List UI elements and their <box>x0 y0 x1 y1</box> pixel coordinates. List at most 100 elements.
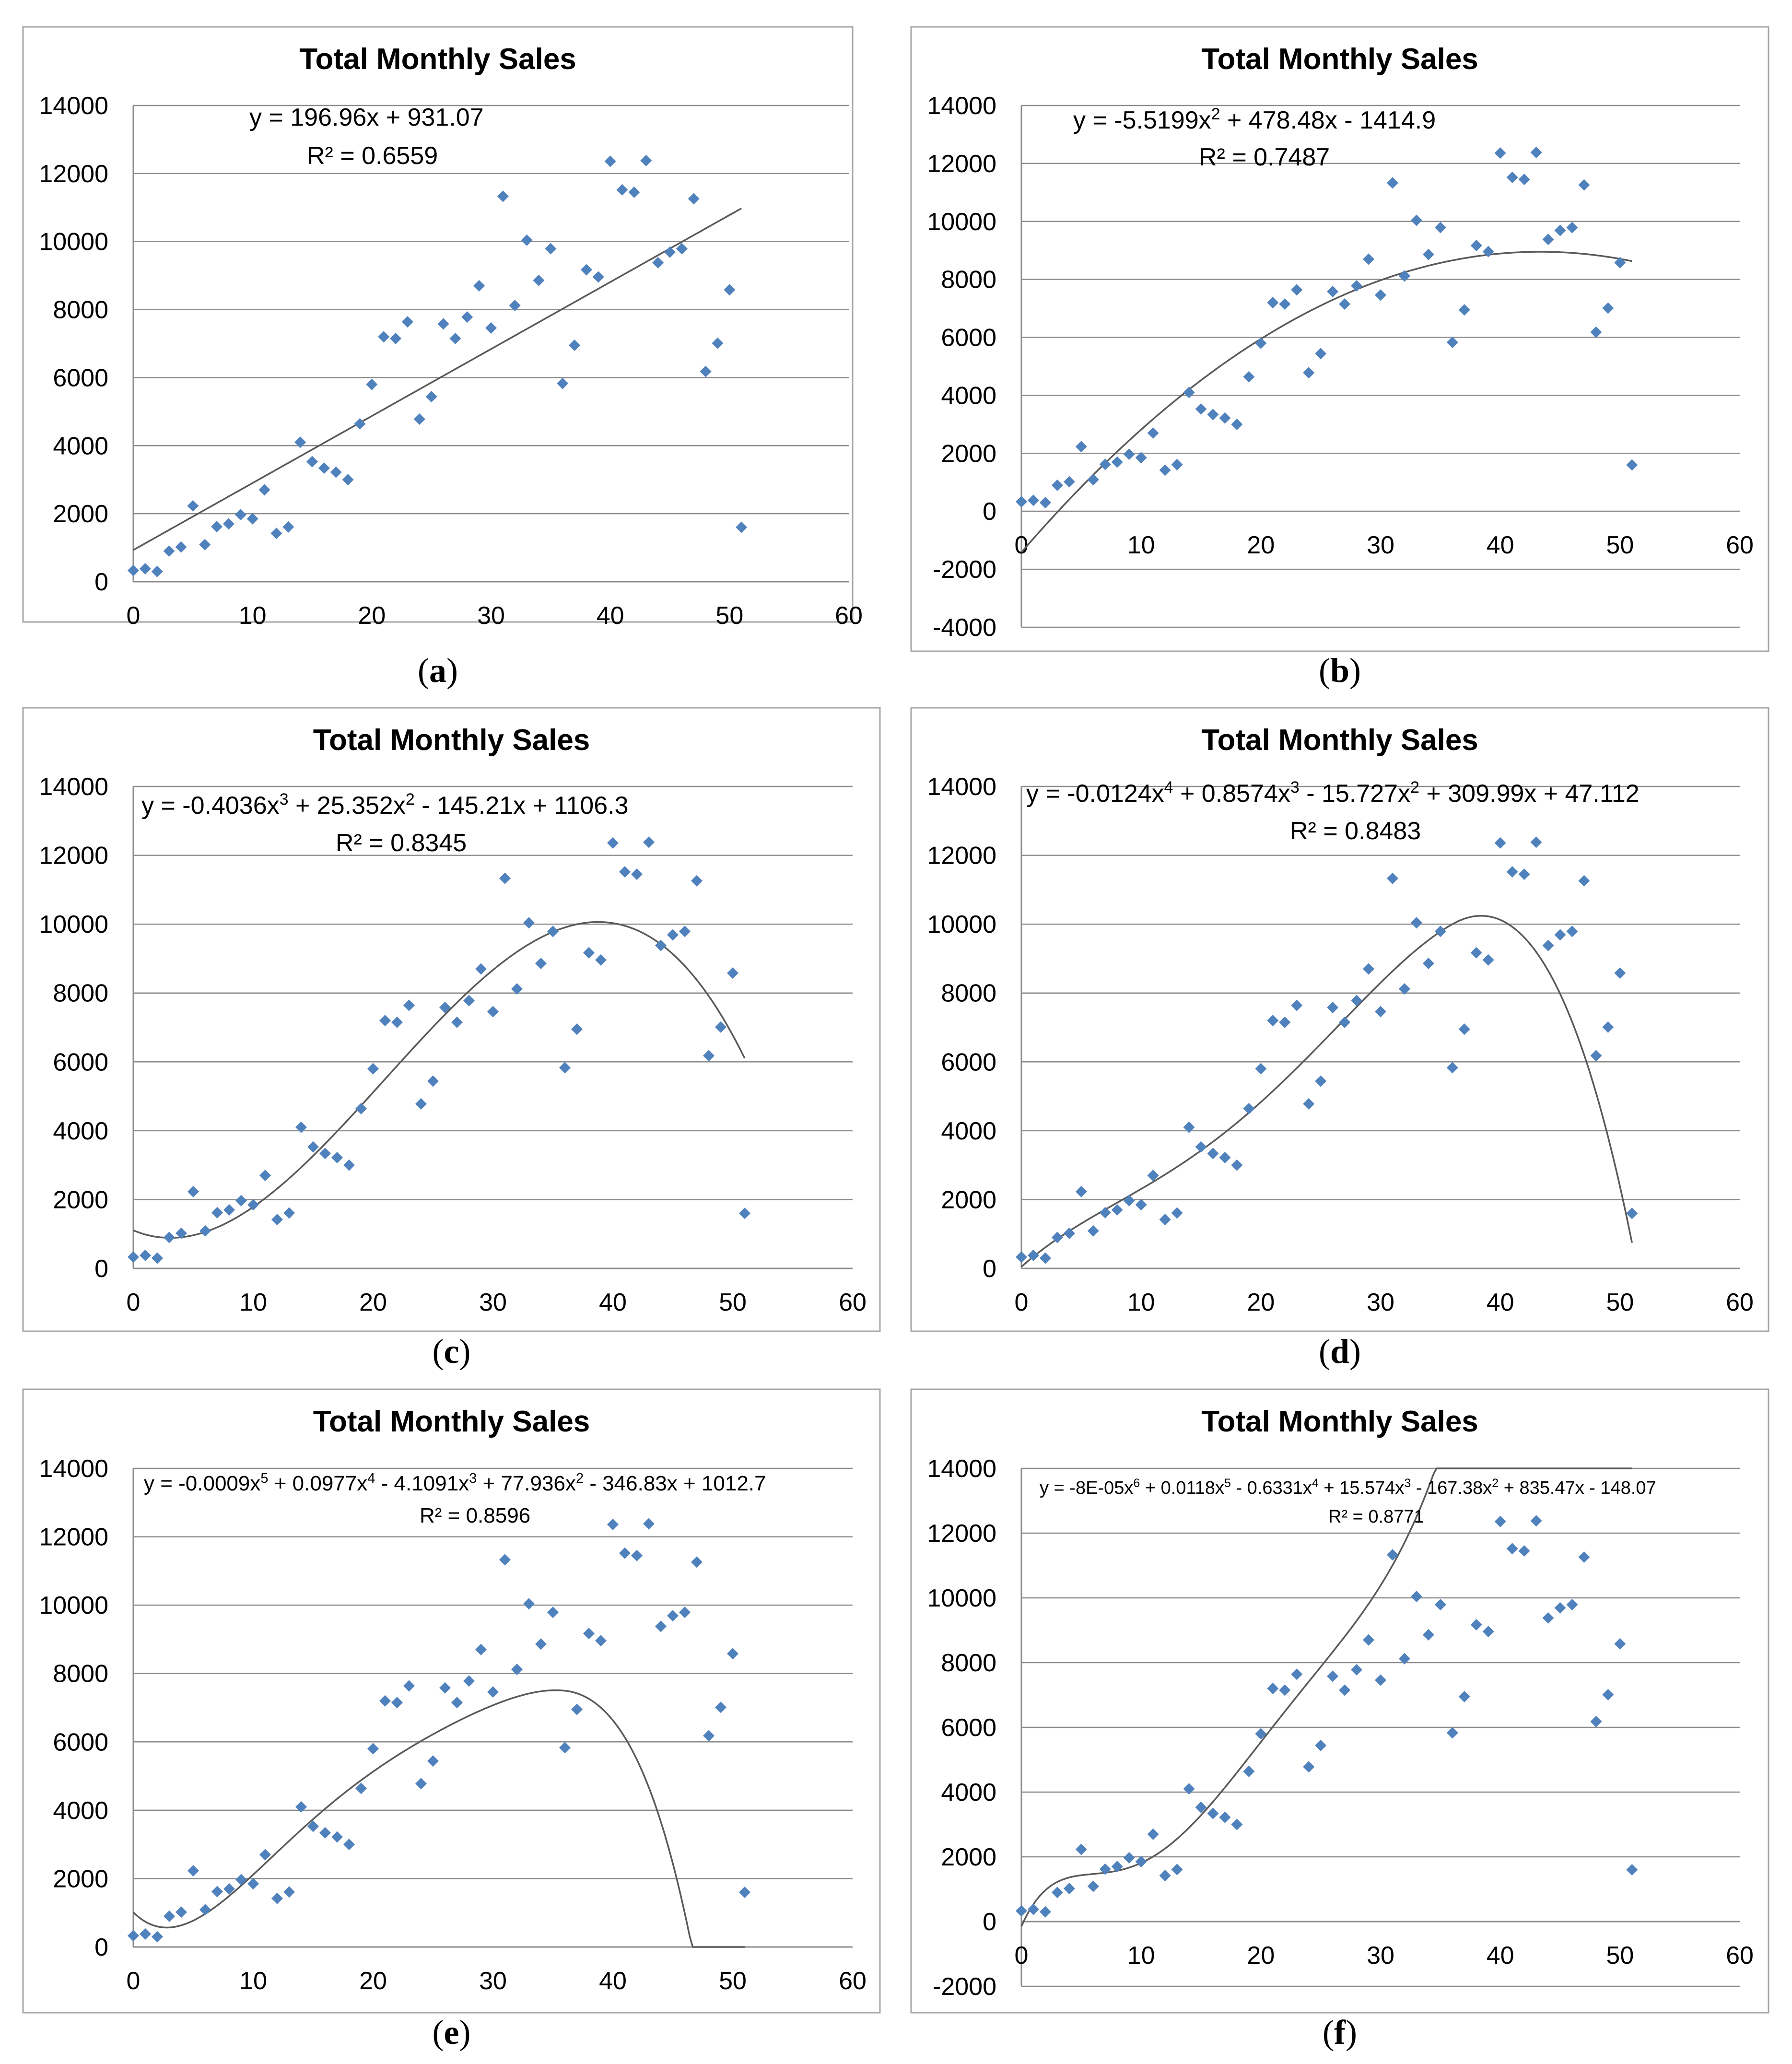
data-point <box>1602 302 1614 314</box>
data-point <box>521 234 533 246</box>
data-point <box>1231 1159 1243 1171</box>
x-tick-label: 40 <box>599 1289 627 1316</box>
chart-title: Total Monthly Sales <box>313 1405 590 1438</box>
data-point <box>569 340 581 352</box>
trendline-equation: y = -5.5199x2 + 478.48x - 1414.9 <box>1073 105 1436 134</box>
data-point <box>1099 458 1111 470</box>
data-point <box>1039 497 1051 509</box>
chart-frame <box>910 707 1769 1332</box>
data-point <box>295 1801 307 1813</box>
data-point <box>1123 1852 1135 1864</box>
data-point <box>1554 929 1566 941</box>
data-point <box>1566 222 1578 234</box>
data-point <box>1566 926 1578 938</box>
y-tick-label: 2000 <box>53 500 108 528</box>
data-point <box>1063 1227 1075 1239</box>
y-tick-label: 0 <box>983 1908 996 1936</box>
chart-frame <box>910 1388 1769 2014</box>
data-point <box>366 378 378 390</box>
panel-caption: (a) <box>418 651 458 690</box>
data-point <box>415 1098 427 1110</box>
data-point <box>557 377 569 389</box>
y-tick-label: 10000 <box>39 1592 108 1619</box>
data-point <box>559 1742 571 1754</box>
data-point <box>595 1635 607 1647</box>
data-point <box>1386 872 1398 884</box>
data-point <box>679 926 691 938</box>
x-tick-label: 0 <box>1015 1942 1029 1970</box>
data-point <box>535 1638 547 1650</box>
y-tick-label: 0 <box>94 1255 108 1283</box>
x-tick-label: 20 <box>359 1289 387 1316</box>
data-point <box>485 322 497 334</box>
trendline <box>1020 1467 1632 1927</box>
data-point <box>463 995 475 1007</box>
data-point <box>1578 875 1590 887</box>
data-point <box>354 418 366 430</box>
data-point <box>211 1886 223 1898</box>
data-point <box>1063 1883 1075 1895</box>
data-point <box>1386 177 1398 189</box>
data-point <box>1458 1023 1470 1035</box>
data-point <box>1195 403 1207 415</box>
data-point <box>1590 1715 1602 1727</box>
data-point <box>1398 983 1410 995</box>
data-point <box>676 243 688 255</box>
x-tick-label: 0 <box>1015 531 1029 559</box>
data-point <box>1027 1903 1039 1915</box>
data-point <box>1566 1599 1578 1611</box>
data-point <box>1530 146 1542 158</box>
chart-frame <box>22 1388 881 2014</box>
data-point <box>128 1930 139 1942</box>
x-tick-label: 30 <box>1367 1942 1394 1970</box>
data-point <box>487 1686 499 1698</box>
data-point <box>583 1628 595 1640</box>
panel-caption: (b) <box>1319 651 1361 690</box>
data-point <box>592 271 604 283</box>
data-point <box>1255 1063 1267 1075</box>
y-tick-label: 6000 <box>53 364 108 392</box>
data-point <box>1315 1739 1327 1751</box>
data-point <box>199 539 211 551</box>
y-tick-label: 14000 <box>927 1455 996 1483</box>
data-point <box>724 284 736 296</box>
y-tick-label: 8000 <box>53 980 108 1008</box>
data-point <box>1135 1856 1147 1868</box>
data-point <box>1494 147 1506 159</box>
trendline <box>133 207 742 551</box>
data-point <box>1051 479 1063 491</box>
data-point <box>307 1141 319 1153</box>
chart-title: Total Monthly Sales <box>313 724 590 757</box>
data-point <box>523 917 535 929</box>
y-tick-label: 0 <box>983 1255 996 1283</box>
data-point <box>580 264 592 276</box>
data-point <box>655 1620 667 1632</box>
data-point <box>1159 1214 1171 1226</box>
data-point <box>739 1208 750 1220</box>
data-point <box>1111 456 1123 468</box>
data-point <box>1291 284 1303 296</box>
y-tick-label: 6000 <box>941 1048 996 1076</box>
trendline-equation: y = 196.96x + 931.07 <box>249 104 484 131</box>
data-point <box>1219 1151 1231 1163</box>
chart-frame <box>910 26 1769 652</box>
data-point <box>1039 1252 1051 1264</box>
chart-title: Total Monthly Sales <box>1201 43 1478 76</box>
data-point <box>595 954 607 966</box>
data-point <box>437 318 449 330</box>
data-point <box>1099 1863 1111 1875</box>
data-point <box>1111 1204 1123 1216</box>
data-point <box>128 1251 139 1263</box>
data-point <box>1159 464 1171 476</box>
data-point <box>1446 1727 1458 1739</box>
data-point <box>1422 957 1434 969</box>
data-point <box>235 1874 247 1886</box>
data-point <box>739 1886 750 1898</box>
y-tick-label: 4000 <box>941 1779 996 1806</box>
data-point <box>1171 458 1183 470</box>
data-point <box>511 983 523 995</box>
data-point <box>403 999 415 1011</box>
x-tick-label: 0 <box>127 1967 141 1995</box>
data-point <box>306 456 318 468</box>
